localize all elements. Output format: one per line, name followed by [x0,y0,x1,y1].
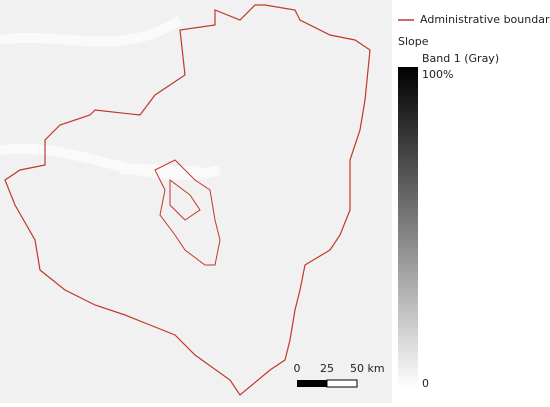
admin-boundary [4,4,371,396]
scale-label: 0 [294,362,301,375]
ramp-max-label: 100% [422,68,453,81]
scale-label: 25 [320,362,334,375]
raster-texture [0,15,222,180]
inner-boundary [154,159,221,266]
scale-label: 50 km [350,362,385,375]
color-ramp [398,67,418,389]
legend-label: Administrative boundaries [420,13,550,26]
scale-bar-segment [297,380,327,387]
scale-bar-segment [326,379,358,388]
ramp-min-label: 0 [422,377,429,390]
legend-title: Slope [398,35,429,48]
slope-raster [0,0,392,403]
band-label: Band 1 (Gray) [422,52,499,65]
